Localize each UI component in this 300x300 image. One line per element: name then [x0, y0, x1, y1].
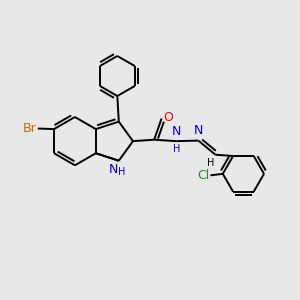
Text: Cl: Cl	[197, 169, 209, 182]
Text: N: N	[172, 124, 181, 138]
Text: H: H	[118, 167, 125, 177]
Text: H: H	[172, 144, 180, 154]
Text: Br: Br	[23, 122, 37, 135]
Text: N: N	[194, 124, 203, 137]
Text: O: O	[164, 111, 173, 124]
Text: H: H	[207, 158, 214, 168]
Text: N: N	[109, 163, 118, 176]
